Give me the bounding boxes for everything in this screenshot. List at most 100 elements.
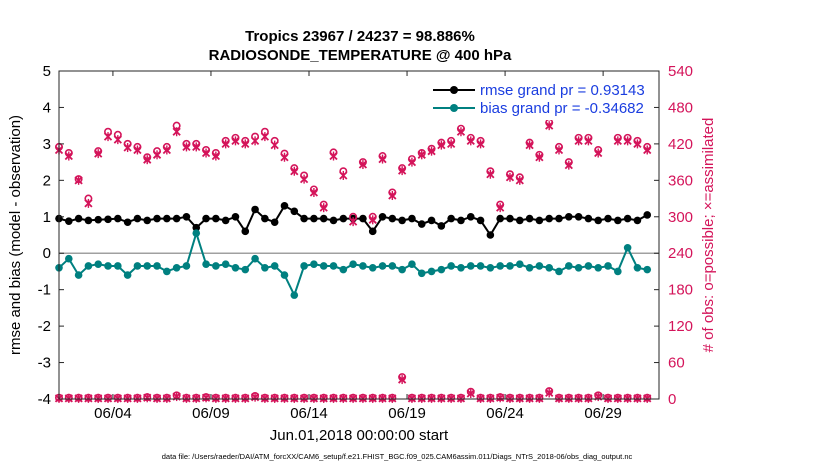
obs-assimilated-point: [515, 393, 524, 403]
obs-assimilated-point: [299, 174, 309, 184]
series-point-0: [123, 218, 132, 227]
y-left-tick-label: 4: [43, 99, 51, 116]
series-point-0: [604, 214, 612, 223]
series-point-0: [623, 214, 632, 223]
x-tick-label: 06/04: [94, 405, 132, 422]
legend-rmse-label: rmse grand pr = 0.93143: [480, 82, 645, 99]
obs-assimilated-point: [113, 393, 122, 403]
obs-assimilated-point: [162, 393, 171, 403]
obs-assimilated-point: [456, 393, 466, 403]
obs-assimilated-point: [584, 136, 593, 146]
series-point-1: [123, 271, 132, 279]
series-point-0: [231, 212, 240, 221]
obs-assimilated-point: [348, 393, 358, 403]
series-point-0: [261, 214, 269, 223]
series-point-1: [349, 260, 357, 268]
series-point-1: [163, 267, 171, 276]
obs-assimilated-point: [525, 140, 534, 150]
obs-assimilated-point: [554, 393, 564, 403]
series-point-0: [457, 216, 465, 225]
obs-assimilated-point: [368, 393, 377, 403]
obs-assimilated-point: [545, 388, 554, 398]
obs-assimilated-point: [182, 393, 191, 403]
obs-assimilated-point: [152, 393, 162, 403]
series-point-1: [476, 262, 485, 270]
series-point-1: [192, 229, 201, 237]
obs-assimilated-point: [221, 393, 230, 403]
series-point-0: [163, 214, 171, 223]
series-point-1: [368, 264, 377, 272]
series-point-1: [280, 271, 289, 279]
obs-assimilated-point: [574, 393, 583, 403]
footnote: data file: /Users/raeder/DAI/ATM_forcXX/…: [162, 452, 633, 461]
obs-assimilated-point: [162, 145, 171, 155]
series-point-0: [437, 222, 446, 230]
series-point-0: [633, 216, 642, 225]
obs-assimilated-point: [643, 145, 652, 155]
series-point-1: [84, 262, 93, 270]
obs-assimilated-point: [319, 393, 328, 403]
x-axis: 06/04 06/09 06/14 06/19 06/24 06/29: [94, 71, 622, 422]
plot-area: [59, 71, 659, 399]
obs-assimilated-point: [123, 143, 132, 153]
obs-assimilated-point: [250, 136, 260, 146]
obs-assimilated-point: [427, 146, 436, 156]
obs-assimilated-point: [437, 140, 446, 150]
obs-assimilated-point: [143, 393, 152, 403]
obs-assimilated-point: [633, 393, 642, 403]
series-point-0: [417, 220, 426, 228]
chart-title: Tropics 23967 / 24237 = 98.886%: [245, 28, 475, 45]
obs-assimilated-point: [613, 136, 622, 146]
series-point-0: [408, 214, 416, 223]
series-point-0: [506, 214, 514, 223]
series-point-1: [270, 262, 279, 270]
y-right-tick-label: 300: [668, 209, 693, 226]
series-point-1: [545, 264, 553, 272]
y-right-tick-label: 480: [668, 99, 693, 116]
series-point-0: [427, 216, 436, 225]
obs-assimilated-point: [378, 393, 387, 403]
obs-assimilated-point: [299, 393, 309, 403]
obs-assimilated-point: [103, 393, 113, 403]
series-point-1: [555, 267, 563, 276]
chart-subtitle: RADIOSONDE_TEMPERATURE @ 400 hPa: [209, 47, 512, 64]
series-point-1: [437, 265, 446, 274]
series-point-0: [300, 214, 308, 223]
series-point-0: [476, 216, 485, 225]
series-point-1: [398, 265, 406, 274]
obs-assimilated-point: [64, 393, 73, 403]
obs-assimilated-point: [535, 152, 544, 162]
y-left-tick-label: 3: [43, 136, 51, 153]
obs-assimilated-point: [211, 151, 220, 161]
series-point-0: [565, 212, 573, 221]
obs-assimilated-point: [260, 132, 270, 142]
obs-assimilated-point: [447, 139, 456, 149]
series-point-1: [319, 262, 328, 270]
obs-assimilated-point: [594, 148, 603, 158]
obs-assimilated-point: [211, 393, 220, 403]
series-point-1: [408, 260, 416, 268]
series-point-0: [153, 214, 161, 223]
obs-assimilated-point: [378, 154, 387, 164]
series-point-0: [643, 211, 652, 219]
obs-assimilated-point: [74, 393, 83, 403]
series-point-1: [614, 267, 622, 276]
obs-assimilated-point: [368, 215, 377, 225]
obs-assimilated-point: [554, 145, 564, 155]
series-point-1: [565, 262, 573, 270]
series-point-1: [643, 265, 652, 274]
obs-assimilated-point: [584, 393, 593, 403]
obs-assimilated-point: [133, 145, 142, 155]
obs-assimilated-point: [94, 149, 103, 159]
series-point-0: [202, 214, 210, 223]
obs-assimilated-point: [427, 393, 436, 403]
obs-assimilated-point: [133, 393, 142, 403]
obs-assimilated-point: [172, 127, 181, 137]
series-point-1: [574, 264, 583, 272]
y-left-tick-label: 2: [43, 172, 51, 189]
series-point-0: [584, 214, 593, 223]
y-left-tick-label: 5: [43, 63, 51, 80]
series-point-1: [231, 264, 240, 272]
obs-assimilated-point: [417, 393, 426, 403]
obs-assimilated-point: [329, 151, 338, 161]
